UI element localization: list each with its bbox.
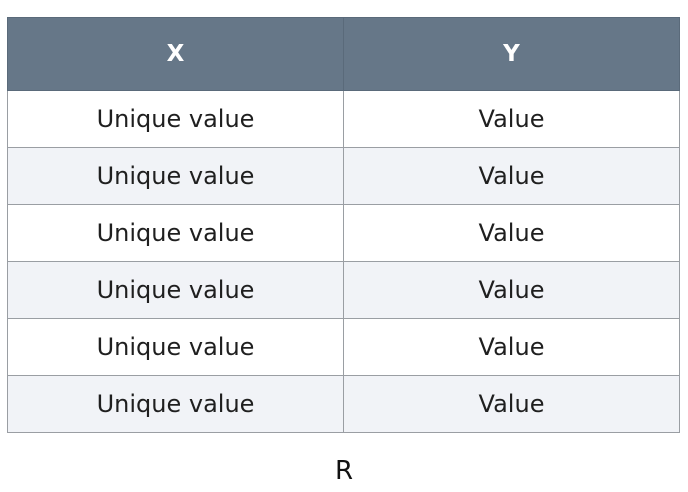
table-caption: R <box>334 456 354 486</box>
table-row: Unique value Value <box>7 318 680 376</box>
table-cell-y: Value <box>343 90 680 148</box>
table-cell-y: Value <box>343 261 680 319</box>
table-cell-y: Value <box>343 147 680 205</box>
table-cell-x: Unique value <box>7 204 344 262</box>
column-header-x: X <box>7 17 344 91</box>
table-cell-x: Unique value <box>7 147 344 205</box>
table-cell-y: Value <box>343 318 680 376</box>
data-table: X Y Unique value Value Unique value Valu… <box>7 17 680 433</box>
column-header-y: Y <box>343 17 680 91</box>
table-row: Unique value Value <box>7 204 680 262</box>
table-cell-x: Unique value <box>7 375 344 433</box>
table-cell-x: Unique value <box>7 261 344 319</box>
table-cell-x: Unique value <box>7 318 344 376</box>
table-header-row: X Y <box>7 17 680 91</box>
table-row: Unique value Value <box>7 147 680 205</box>
table-row: Unique value Value <box>7 375 680 433</box>
table-row: Unique value Value <box>7 90 680 148</box>
table-cell-y: Value <box>343 375 680 433</box>
table-cell-y: Value <box>343 204 680 262</box>
table-cell-x: Unique value <box>7 90 344 148</box>
table-row: Unique value Value <box>7 261 680 319</box>
